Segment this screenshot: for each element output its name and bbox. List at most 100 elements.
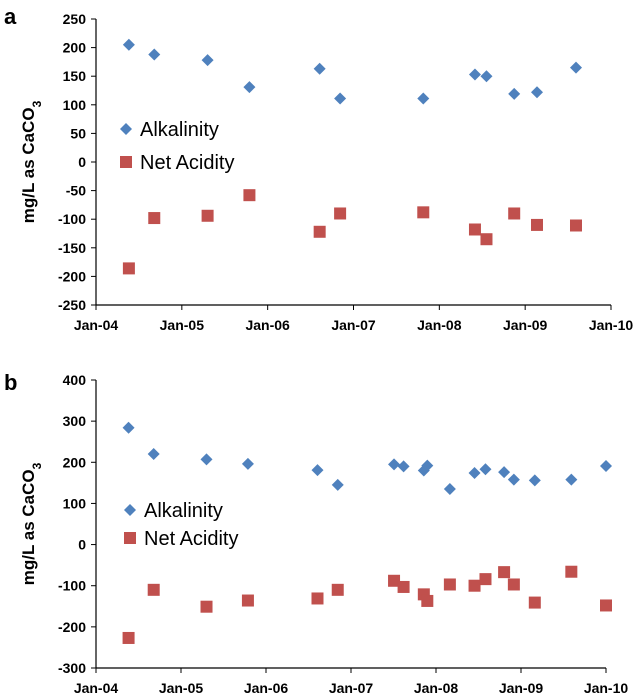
legend-alkalinity-marker: [120, 123, 132, 135]
legend-alkalinity-label: Alkalinity: [140, 119, 219, 141]
y-tick-label: -250: [58, 297, 86, 313]
y-tick-label: -100: [58, 578, 86, 594]
net-acidity-point: [468, 579, 481, 592]
net-acidity-point: [569, 219, 582, 232]
net-acidity-point: [600, 599, 612, 612]
alkalinity-point: [241, 457, 254, 470]
net-acidity-point: [528, 596, 541, 609]
y-tick-label: 50: [70, 125, 86, 141]
net-acidity-point: [331, 583, 344, 596]
alkalinity-point: [147, 448, 160, 461]
x-tick-label: Jan-04: [74, 680, 119, 696]
alkalinity-point: [498, 466, 511, 479]
alkalinity-point: [480, 70, 493, 83]
net-acidity-point: [565, 565, 578, 578]
y-axis-label-main: mg/L as CaCO: [19, 469, 38, 585]
y-tick-label: 100: [63, 97, 87, 113]
y-tick-label: 200: [63, 40, 87, 56]
alkalinity-point: [569, 61, 582, 74]
y-tick-label: 150: [63, 68, 87, 84]
net-acidity-point: [530, 218, 543, 231]
y-tick-label: 0: [78, 154, 86, 170]
alkalinity-point: [507, 473, 520, 486]
alkalinity-point: [443, 483, 456, 496]
alkalinity-point: [311, 464, 324, 477]
y-axis-label-main: mg/L as CaCO: [19, 107, 38, 223]
y-tick-label: -150: [58, 240, 86, 256]
panel-a-label: a: [4, 4, 17, 29]
x-tick-label: Jan-06: [244, 680, 289, 696]
net-acidity-point: [122, 262, 135, 275]
series-alkalinity: [122, 38, 582, 105]
y-tick-label: -50: [66, 183, 86, 199]
series-net-acidity: [122, 189, 582, 275]
y-tick-label: 0: [78, 537, 86, 553]
panel-b: b 400 300 200 100 0 -100 -200 -300 Jan-04 Jan-05 J…: [4, 370, 628, 696]
panel-a: a 250 200 150 100 50 0 -50 -100 -150 -200 -250 Jan-…: [4, 4, 633, 333]
y-axis-label: mg/L as CaCO3: [19, 100, 44, 223]
x-tick-label: Jan-07: [329, 680, 374, 696]
legend-alkalinity-label: Alkalinity: [144, 500, 223, 522]
series-net-acidity: [122, 565, 612, 644]
y-axis-label: mg/L as CaCO3: [19, 462, 44, 585]
legend-alkalinity-marker: [124, 504, 136, 516]
net-acidity-point: [417, 206, 430, 219]
x-tick-label: Jan-10: [584, 680, 629, 696]
net-acidity-point: [508, 207, 521, 220]
series-alkalinity: [122, 421, 612, 496]
net-acidity-point: [479, 573, 492, 586]
net-acidity-point: [311, 592, 324, 605]
alkalinity-point: [528, 474, 541, 487]
alkalinity-point: [468, 466, 481, 479]
y-tick-label: 400: [63, 372, 87, 388]
net-acidity-point: [507, 578, 520, 591]
alkalinity-point: [565, 473, 578, 486]
y-tick-label: 100: [63, 495, 87, 511]
alkalinity-point: [122, 38, 135, 51]
alkalinity-point: [530, 86, 543, 99]
alkalinity-point: [200, 453, 213, 466]
alkalinity-point: [479, 463, 492, 476]
net-acidity-point: [480, 233, 493, 246]
legend: Alkalinity Net Acidity: [120, 119, 234, 174]
alkalinity-point: [421, 459, 434, 472]
x-tick-label: Jan-08: [414, 680, 459, 696]
y-tick-label: -200: [58, 268, 86, 284]
alkalinity-point: [313, 62, 326, 75]
x-tick-label: Jan-06: [245, 317, 290, 333]
alkalinity-point: [397, 460, 410, 473]
y-tick-label: 300: [63, 413, 87, 429]
net-acidity-point: [122, 631, 135, 644]
net-acidity-point: [388, 574, 401, 587]
legend: Alkalinity Net Acidity: [124, 500, 238, 550]
net-acidity-point: [498, 566, 511, 579]
alkalinity-point: [331, 478, 344, 491]
alkalinity-point: [201, 54, 214, 67]
alkalinity-point: [148, 48, 161, 61]
net-acidity-point: [421, 594, 434, 607]
net-acidity-point: [147, 583, 160, 596]
legend-net-acidity-marker: [120, 156, 132, 168]
x-tick-label: Jan-08: [417, 317, 462, 333]
net-acidity-point: [334, 207, 347, 220]
net-acidity-point: [241, 594, 254, 607]
y-tick-label: -200: [58, 619, 86, 635]
alkalinity-point: [417, 92, 430, 105]
alkalinity-point: [600, 459, 612, 472]
panel-b-label: b: [4, 370, 17, 395]
x-tick-label: Jan-04: [74, 317, 119, 333]
net-acidity-point: [200, 600, 213, 613]
x-tick-label: Jan-07: [331, 317, 376, 333]
y-axis-label-subscript: 3: [30, 462, 44, 469]
y-tick-label: -100: [58, 211, 86, 227]
y-tick-label: 250: [63, 11, 87, 27]
legend-net-acidity-label: Net Acidity: [144, 528, 238, 550]
alkalinity-point: [468, 68, 481, 81]
net-acidity-point: [443, 578, 456, 591]
alkalinity-point: [508, 87, 521, 100]
x-tick-label: Jan-10: [589, 317, 634, 333]
x-tick-label: Jan-05: [160, 317, 205, 333]
net-acidity-point: [148, 212, 161, 225]
alkalinity-point: [334, 92, 347, 105]
